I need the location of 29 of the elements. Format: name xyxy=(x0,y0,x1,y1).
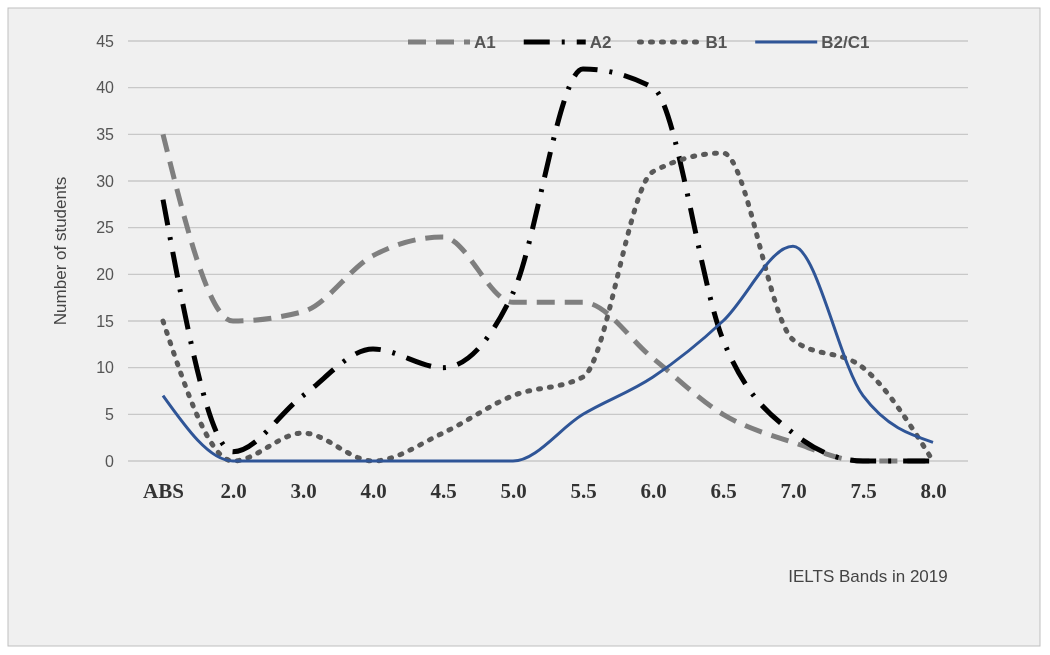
legend-label: B2/C1 xyxy=(821,33,870,52)
x-tick-label: ABS xyxy=(143,478,184,503)
legend-label: A2 xyxy=(589,33,612,52)
legend-label: B1 xyxy=(705,33,728,52)
x-tick-label: 5.0 xyxy=(500,478,527,503)
y-tick-label: 45 xyxy=(96,32,115,50)
y-axis-title: Number of students xyxy=(51,176,70,326)
y-tick-label: 25 xyxy=(96,219,115,237)
x-tick-label: 4.0 xyxy=(360,478,387,503)
legend-label: A1 xyxy=(474,33,496,52)
y-tick-label: 10 xyxy=(96,359,115,377)
x-axis-title: IELTS Bands in 2019 xyxy=(788,567,948,586)
x-tick-label: 5.5 xyxy=(570,478,597,503)
y-tick-label: 15 xyxy=(96,312,115,330)
x-tick-label: 7.0 xyxy=(780,478,807,503)
x-tick-label: 3.0 xyxy=(290,478,317,503)
x-tick-label: 6.5 xyxy=(710,478,737,503)
line-series xyxy=(161,244,935,463)
x-tick-label: 4.5 xyxy=(430,478,457,503)
x-tick-label: 7.5 xyxy=(850,478,877,503)
y-tick-label: 20 xyxy=(96,265,115,283)
y-tick-label: 0 xyxy=(105,452,115,470)
x-tick-label: 8.0 xyxy=(920,478,947,503)
x-tick-label: 2.0 xyxy=(220,478,247,503)
y-tick-label: 5 xyxy=(105,405,115,423)
y-tick-label: 35 xyxy=(96,125,115,143)
x-tick-label: 6.0 xyxy=(640,478,667,503)
y-tick-label: 40 xyxy=(96,79,115,97)
y-tick-label: 30 xyxy=(96,172,115,190)
